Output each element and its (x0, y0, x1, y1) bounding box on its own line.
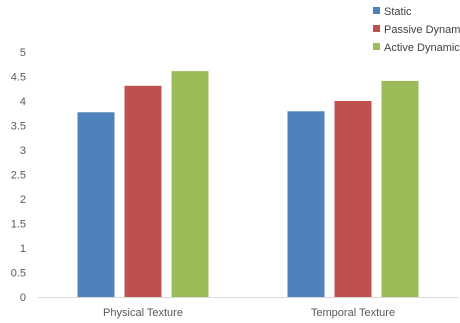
legend-label: Passive Dynami (384, 24, 460, 36)
bar-static-physical-texture (77, 112, 115, 298)
y-tick-label: 1.5 (11, 219, 26, 231)
legend: Static Passive Dynami Active Dynamic (373, 6, 460, 54)
bar-passive-dynami-temporal-texture (334, 101, 372, 297)
x-category-label: Physical Texture (103, 307, 183, 319)
y-tick-label: 0 (20, 292, 26, 304)
x-axis-labels: Physical Texture Temporal Texture (103, 307, 395, 319)
y-tick-label: 4 (20, 96, 26, 108)
y-tick-label: 4.5 (11, 72, 26, 84)
y-tick-label: 3 (20, 145, 26, 157)
legend-swatch (373, 43, 380, 50)
y-tick-label: 3.5 (11, 121, 26, 133)
y-tick-label: 5 (20, 47, 26, 59)
bars (77, 71, 419, 298)
bar-active-dynamic-temporal-texture (381, 80, 419, 297)
legend-label: Active Dynamic (384, 42, 460, 54)
y-axis-ticks: 0 0.5 1 1.5 2 2.5 3 3.5 4 4.5 5 (11, 47, 26, 304)
legend-swatch (373, 25, 380, 32)
bar-active-dynamic-physical-texture (171, 71, 209, 297)
y-tick-label: 2 (20, 194, 26, 206)
y-tick-label: 1 (20, 243, 26, 255)
legend-label: Static (384, 6, 412, 18)
bar-static-temporal-texture (287, 111, 325, 297)
x-category-label: Temporal Texture (311, 307, 395, 319)
bar-passive-dynami-physical-texture (124, 85, 162, 297)
y-tick-label: 2.5 (11, 170, 26, 182)
legend-swatch (373, 7, 380, 14)
y-tick-label: 0.5 (11, 268, 26, 280)
